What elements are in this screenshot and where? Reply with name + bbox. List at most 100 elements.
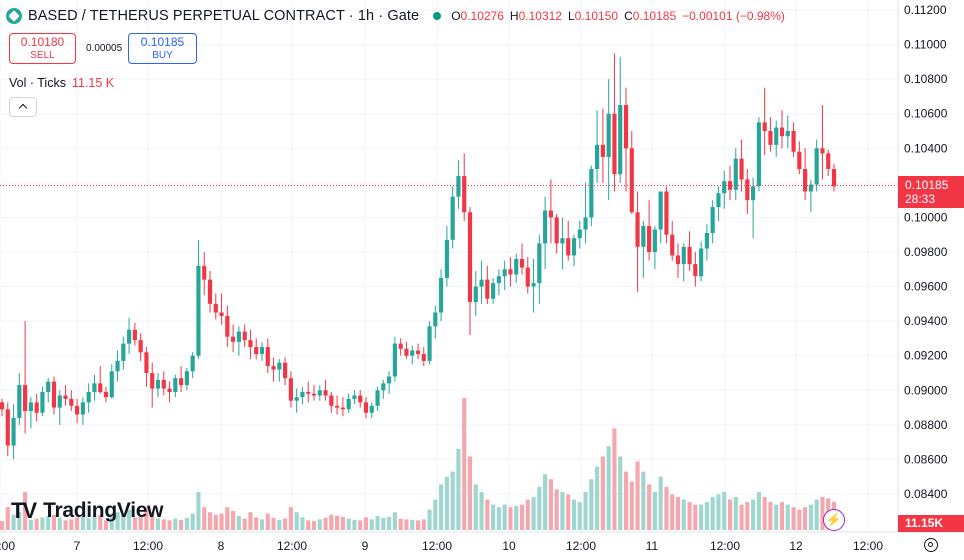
volume-bar bbox=[51, 514, 57, 530]
volume-bar bbox=[421, 519, 426, 530]
candle-body bbox=[144, 352, 149, 373]
candle-body bbox=[317, 390, 322, 396]
volume-bar bbox=[23, 491, 28, 530]
time-tick-label: 12:00 bbox=[133, 539, 163, 553]
candle-body bbox=[635, 212, 640, 247]
volume-bar bbox=[710, 497, 715, 530]
candle-body bbox=[548, 210, 553, 218]
volume-bar bbox=[265, 513, 270, 530]
volume-bar bbox=[225, 507, 230, 530]
price-tick-label: 0.09400 bbox=[904, 314, 948, 328]
volume-bar bbox=[207, 512, 213, 530]
volume-bar bbox=[335, 515, 340, 530]
symbol-title[interactable]: BASED / TETHERUS PERPETUAL CONTRACT · 1h… bbox=[28, 8, 420, 24]
volume-bar bbox=[427, 509, 432, 530]
volume-bar bbox=[173, 518, 178, 530]
volume-bar bbox=[739, 504, 744, 530]
price-tick-label: 0.10800 bbox=[904, 72, 948, 86]
volume-bar bbox=[92, 516, 97, 530]
candle-body bbox=[127, 329, 132, 344]
sell-button[interactable]: 0.10180 SELL bbox=[9, 33, 76, 64]
candle-body bbox=[207, 279, 213, 304]
volume-bar bbox=[398, 518, 403, 530]
volume-bar bbox=[288, 507, 293, 530]
tradingview-logo[interactable]: TV TradingView bbox=[11, 498, 163, 524]
volume-legend-label: Vol · Ticks bbox=[9, 76, 66, 90]
price-tick-label: 0.09200 bbox=[904, 349, 948, 363]
volume-bar bbox=[444, 476, 449, 530]
settings-gear-icon[interactable] bbox=[924, 538, 938, 552]
candle-body bbox=[34, 402, 39, 413]
candle-body bbox=[410, 350, 415, 356]
candle-body bbox=[92, 383, 97, 393]
candle-body bbox=[335, 405, 340, 408]
volume-bar bbox=[716, 494, 721, 530]
volume-bar bbox=[462, 398, 467, 530]
spread-value: 0.00005 bbox=[86, 43, 123, 54]
candle-body bbox=[392, 343, 397, 377]
volume-bar bbox=[387, 516, 392, 530]
candle-body bbox=[687, 246, 692, 265]
time-tick-label: 12 bbox=[789, 539, 803, 553]
price-tick-label: 0.11000 bbox=[904, 38, 947, 52]
time-tick-label: 12:00 bbox=[566, 539, 596, 553]
buy-button[interactable]: 0.10185 BUY bbox=[128, 33, 197, 64]
sell-label: SELL bbox=[30, 50, 55, 61]
candle-body bbox=[132, 329, 137, 341]
volume-bar bbox=[213, 514, 218, 530]
price-tick-label: 0.10400 bbox=[904, 141, 948, 155]
candle-body bbox=[254, 347, 259, 354]
candle-body bbox=[75, 405, 80, 415]
volume-bar bbox=[57, 517, 62, 530]
volume-bar bbox=[248, 512, 253, 530]
volume-bar bbox=[179, 519, 184, 530]
candle-body bbox=[283, 362, 288, 379]
collapse-chevron-icon[interactable] bbox=[9, 97, 37, 117]
candle-body bbox=[739, 158, 744, 180]
lightning-icon[interactable]: ⚡ bbox=[823, 509, 845, 531]
volume-bar bbox=[219, 513, 224, 530]
last-price-value: 0.10185 bbox=[905, 178, 949, 192]
candle-body bbox=[814, 148, 819, 185]
volume-bar bbox=[75, 517, 80, 530]
candle-body bbox=[17, 385, 22, 418]
market-status-icon[interactable] bbox=[433, 12, 442, 20]
volume-bar bbox=[699, 504, 704, 530]
candle-body bbox=[768, 131, 773, 145]
volume-bar bbox=[467, 456, 473, 530]
candle-body bbox=[161, 379, 166, 389]
candle-body bbox=[629, 148, 634, 213]
volume-bar bbox=[363, 517, 369, 530]
candle-body bbox=[421, 353, 426, 361]
volume-bar bbox=[40, 517, 45, 530]
volume-bar bbox=[785, 504, 790, 530]
candle-body bbox=[439, 277, 444, 313]
sell-price: 0.10180 bbox=[20, 35, 65, 49]
candle-body bbox=[508, 269, 513, 275]
volume-bar bbox=[727, 499, 733, 530]
candle-body bbox=[681, 246, 686, 265]
volume-value-tag: 11.15K bbox=[898, 515, 964, 532]
volume-bar bbox=[80, 516, 85, 530]
volume-bar bbox=[450, 471, 455, 530]
volume-bar bbox=[283, 518, 288, 530]
candle-body bbox=[236, 331, 241, 342]
candle-body bbox=[173, 378, 178, 393]
candle-body bbox=[51, 381, 57, 408]
time-tick-label: 11 bbox=[646, 539, 659, 553]
volume-bar bbox=[531, 497, 536, 530]
candle-body bbox=[115, 360, 120, 372]
candle-body bbox=[566, 238, 571, 256]
time-tick-label: 7 bbox=[74, 539, 81, 553]
candle-body bbox=[514, 258, 519, 275]
volume-bar bbox=[768, 502, 773, 530]
low-key: L bbox=[567, 9, 575, 23]
volume-bars bbox=[0, 398, 837, 530]
volume-bar bbox=[329, 514, 334, 530]
volume-bar bbox=[98, 514, 103, 530]
volume-legend[interactable]: Vol · Ticks 11.15 K bbox=[9, 76, 114, 90]
volume-bar bbox=[415, 520, 421, 530]
candle-body bbox=[693, 264, 698, 277]
candle-body bbox=[358, 395, 363, 403]
